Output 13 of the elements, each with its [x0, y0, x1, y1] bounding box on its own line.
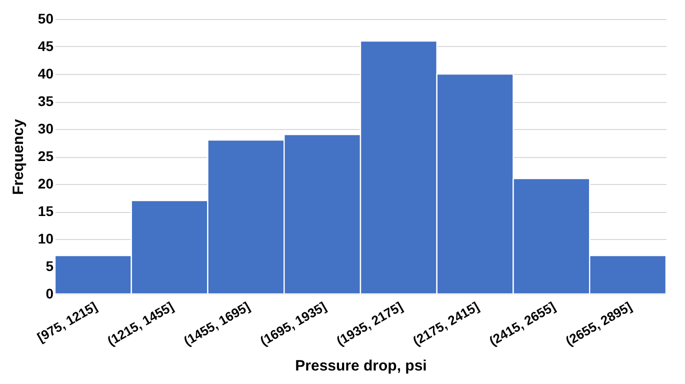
y-tick-label: 0 [46, 286, 54, 302]
y-tick-label: 10 [38, 230, 54, 246]
y-axis-title: Frequency [10, 118, 27, 195]
y-tick-label: 40 [38, 66, 54, 82]
y-tick-label: 20 [38, 176, 54, 192]
y-tick-label: 25 [38, 148, 54, 164]
y-tick-label: 45 [38, 38, 54, 54]
y-tick-label: 35 [38, 93, 54, 109]
y-tick-label: 50 [38, 10, 54, 26]
y-tick-label: 5 [46, 258, 54, 274]
y-tick-label: 15 [38, 203, 54, 219]
y-tick-label: 30 [38, 120, 54, 136]
x-axis-title: Pressure drop, psi [295, 358, 427, 375]
